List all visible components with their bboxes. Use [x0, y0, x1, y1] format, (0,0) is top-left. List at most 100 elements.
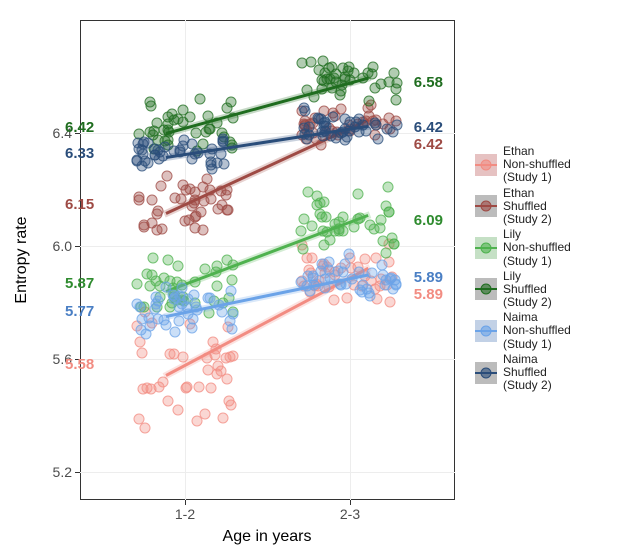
scatter-point [216, 307, 227, 318]
scatter-point [187, 314, 198, 325]
scatter-point [218, 159, 229, 170]
scatter-point [381, 248, 392, 259]
scatter-point [225, 285, 236, 296]
y-tick-label: 5.2 [53, 464, 72, 480]
entropy-chart: 5.25.66.06.41-22-36.426.336.155.875.775.… [0, 0, 624, 552]
scatter-point [302, 187, 313, 198]
scatter-point [193, 382, 204, 393]
scatter-point [372, 134, 383, 145]
scatter-point [329, 295, 340, 306]
legend-swatch [475, 195, 497, 217]
scatter-point [368, 223, 379, 234]
scatter-point [143, 313, 154, 324]
scatter-point [173, 405, 184, 416]
x-tick [350, 500, 351, 505]
y-tick [75, 246, 80, 247]
scatter-point [183, 214, 194, 225]
scatter-point [307, 221, 318, 232]
legend-item-ethan_shuffled: EthanShuffled(Study 2) [475, 187, 615, 227]
scatter-point [202, 364, 213, 375]
scatter-point [173, 260, 184, 271]
legend-label: EthanShuffled(Study 2) [503, 187, 552, 227]
legend-swatch [475, 237, 497, 259]
scatter-point [211, 280, 222, 291]
scatter-point [153, 205, 164, 216]
legend-swatch [475, 362, 497, 384]
legend-item-lily_shuffled: LilyShuffled(Study 2) [475, 270, 615, 310]
x-tick [185, 500, 186, 505]
scatter-point [138, 222, 149, 233]
scatter-point [162, 254, 173, 265]
callout-ethan_nonshuffled-left: 5.58 [65, 356, 94, 373]
scatter-point [337, 266, 348, 277]
scatter-point [137, 160, 148, 171]
scatter-point [134, 143, 145, 154]
scatter-point [298, 243, 309, 254]
scatter-point [222, 255, 233, 266]
scatter-point [379, 279, 390, 290]
legend-item-naima_shuffled: NaimaShuffled(Study 2) [475, 353, 615, 393]
scatter-point [144, 126, 155, 137]
scatter-point [335, 90, 346, 101]
scatter-point [384, 207, 395, 218]
callout-lily_shuffled-left: 6.42 [65, 119, 94, 136]
scatter-point [173, 113, 184, 124]
scatter-point [204, 123, 215, 134]
scatter-point [384, 297, 395, 308]
scatter-point [297, 57, 308, 68]
callout-naima_shuffled-right: 6.42 [414, 119, 443, 136]
legend-item-ethan_nonshuffled: EthanNon-shuffled(Study 1) [475, 145, 615, 185]
scatter-point [161, 171, 172, 182]
y-tick-label: 6.0 [53, 238, 72, 254]
y-tick [75, 472, 80, 473]
scatter-point [217, 412, 228, 423]
scatter-point [339, 135, 350, 146]
scatter-point [331, 69, 342, 80]
scatter-point [199, 263, 210, 274]
callout-ethan_nonshuffled-right: 5.89 [414, 286, 443, 303]
scatter-point [328, 112, 339, 123]
callout-naima_shuffled-left: 6.33 [65, 145, 94, 162]
scatter-point [141, 383, 152, 394]
scatter-point [224, 395, 235, 406]
callout-lily_nonshuffled-right: 6.09 [414, 212, 443, 229]
legend-item-naima_nonshuffled: NaimaNon-shuffled(Study 1) [475, 311, 615, 351]
scatter-point [218, 134, 229, 145]
scatter-point [321, 74, 332, 85]
scatter-point [316, 259, 327, 270]
callout-naima_nonshuffled-right: 5.89 [414, 269, 443, 286]
scatter-point [388, 239, 399, 250]
x-tick-label: 2-3 [340, 506, 360, 522]
scatter-point [363, 287, 374, 298]
scatter-point [157, 376, 168, 387]
grid-line-y [80, 359, 455, 360]
scatter-point [163, 395, 174, 406]
callout-ethan_shuffled-right: 6.42 [414, 136, 443, 153]
legend-label: LilyNon-shuffled(Study 1) [503, 228, 571, 268]
scatter-point [341, 293, 352, 304]
scatter-point [216, 366, 227, 377]
scatter-point [136, 324, 147, 335]
callout-ethan_shuffled-left: 6.15 [65, 196, 94, 213]
callout-lily_nonshuffled-left: 5.87 [65, 275, 94, 292]
legend-swatch [475, 278, 497, 300]
scatter-point [370, 119, 381, 130]
scatter-point [205, 293, 216, 304]
scatter-point [160, 320, 171, 331]
scatter-point [139, 423, 150, 434]
scatter-point [137, 348, 148, 359]
scatter-point [225, 352, 236, 363]
legend-label: EthanNon-shuffled(Study 1) [503, 145, 571, 185]
scatter-point [195, 93, 206, 104]
scatter-point [206, 382, 217, 393]
scatter-point [390, 280, 401, 291]
scatter-point [387, 127, 398, 138]
scatter-point [376, 259, 387, 270]
scatter-point [367, 267, 378, 278]
plot-area: 5.25.66.06.41-22-36.426.336.155.875.775.… [80, 20, 455, 500]
scatter-point [201, 174, 212, 185]
scatter-point [134, 302, 145, 313]
grid-line-x [185, 20, 186, 500]
scatter-point [298, 102, 309, 113]
scatter-point [182, 382, 193, 393]
